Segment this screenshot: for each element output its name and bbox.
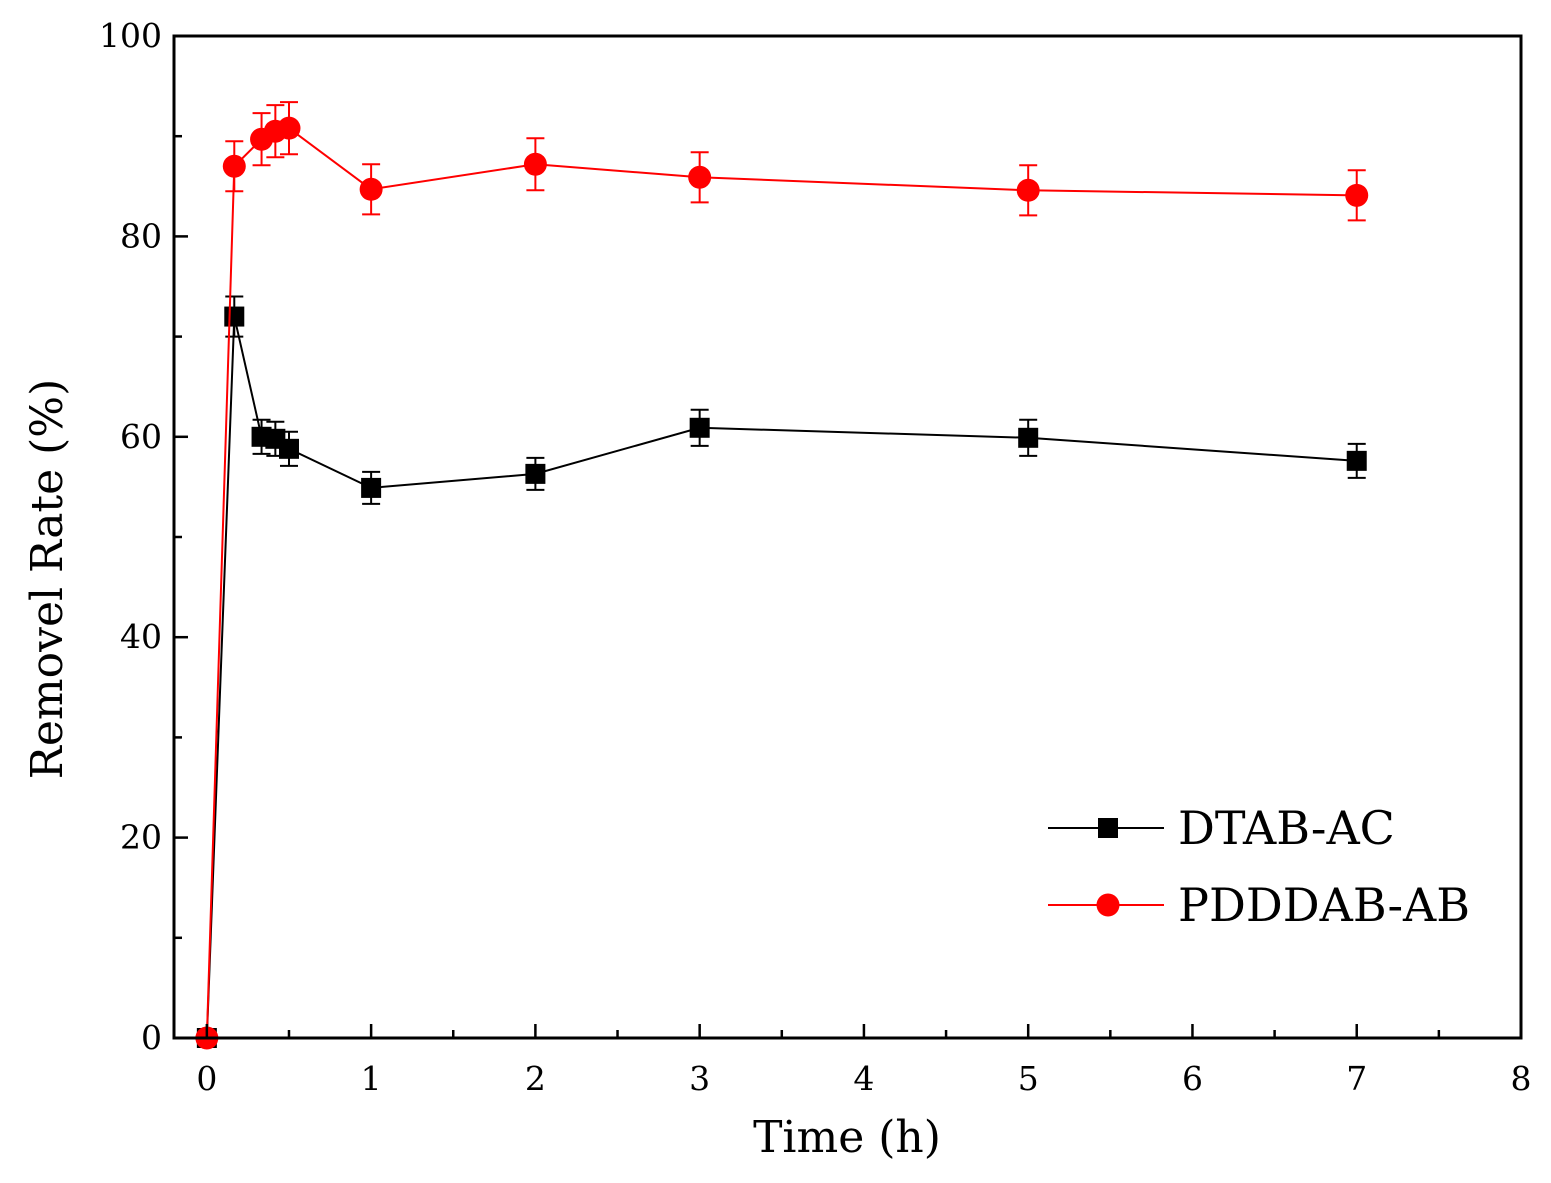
y-tick-label: 40 xyxy=(120,617,162,656)
legend-label: PDDDAB-AB xyxy=(1178,878,1470,932)
plot-marks xyxy=(195,101,1369,1050)
data-point xyxy=(359,177,383,201)
legend-marker xyxy=(1098,818,1118,838)
data-point xyxy=(278,438,299,459)
y-tick-label: 80 xyxy=(120,216,162,255)
x-axis-title: Time (h) xyxy=(753,1112,941,1163)
data-point xyxy=(1345,183,1369,207)
data-point xyxy=(688,165,712,189)
legend-marker xyxy=(1096,893,1120,917)
series-line xyxy=(205,127,1357,1039)
data-point xyxy=(1018,427,1039,448)
x-tick-label: 2 xyxy=(525,1059,546,1098)
legend: DTAB-AC PDDDAB-AB xyxy=(1048,801,1470,932)
series-PDDDAB-AB xyxy=(195,101,1369,1050)
data-point xyxy=(523,152,547,176)
x-tick-label: 3 xyxy=(689,1059,710,1098)
data-point xyxy=(1016,178,1040,202)
x-tick-label: 4 xyxy=(853,1059,874,1098)
y-axis-title: Removel Rate (%) xyxy=(22,379,73,780)
x-tick-label: 6 xyxy=(1182,1059,1203,1098)
data-point xyxy=(525,463,546,484)
series-DTAB-AC xyxy=(196,295,1367,1048)
y-tick-label: 100 xyxy=(99,16,162,55)
y-tick-label: 0 xyxy=(141,1018,162,1057)
x-tick-label: 7 xyxy=(1346,1059,1367,1098)
data-point xyxy=(224,306,245,327)
legend-label: DTAB-AC xyxy=(1178,801,1395,855)
x-tick-label: 5 xyxy=(1018,1059,1039,1098)
data-point xyxy=(361,477,382,498)
x-tick-label: 1 xyxy=(361,1059,382,1098)
x-tick-label: 8 xyxy=(1511,1059,1532,1098)
data-point xyxy=(222,154,246,178)
data-point xyxy=(1346,450,1367,471)
data-point xyxy=(277,116,301,140)
y-tick-label: 20 xyxy=(120,818,162,857)
y-tick-label: 60 xyxy=(120,417,162,456)
data-point xyxy=(689,417,710,438)
x-tick-label: 0 xyxy=(196,1059,217,1098)
series-line xyxy=(205,316,1357,1039)
